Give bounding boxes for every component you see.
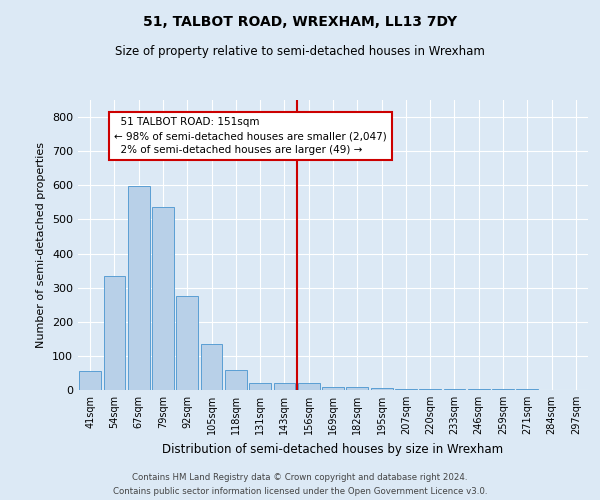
Bar	[225, 370, 247, 390]
Bar	[298, 383, 320, 390]
Bar	[152, 207, 174, 390]
Bar	[371, 388, 392, 390]
Text: Contains HM Land Registry data © Crown copyright and database right 2024.: Contains HM Land Registry data © Crown c…	[132, 472, 468, 482]
Bar	[443, 389, 466, 390]
Text: Contains public sector information licensed under the Open Government Licence v3: Contains public sector information licen…	[113, 488, 487, 496]
Text: Size of property relative to semi-detached houses in Wrexham: Size of property relative to semi-detach…	[115, 45, 485, 58]
Bar	[274, 383, 295, 390]
Bar	[79, 371, 101, 390]
Text: 51, TALBOT ROAD, WREXHAM, LL13 7DY: 51, TALBOT ROAD, WREXHAM, LL13 7DY	[143, 15, 457, 29]
Bar	[176, 296, 198, 390]
Bar	[104, 276, 125, 390]
Text: 51 TALBOT ROAD: 151sqm
← 98% of semi-detached houses are smaller (2,047)
  2% of: 51 TALBOT ROAD: 151sqm ← 98% of semi-det…	[115, 117, 387, 155]
Bar	[322, 386, 344, 390]
Bar	[419, 389, 441, 390]
Y-axis label: Number of semi-detached properties: Number of semi-detached properties	[37, 142, 46, 348]
Text: Distribution of semi-detached houses by size in Wrexham: Distribution of semi-detached houses by …	[163, 442, 503, 456]
Bar	[395, 389, 417, 390]
Bar	[249, 383, 271, 390]
Bar	[128, 186, 149, 390]
Bar	[200, 344, 223, 390]
Bar	[346, 388, 368, 390]
